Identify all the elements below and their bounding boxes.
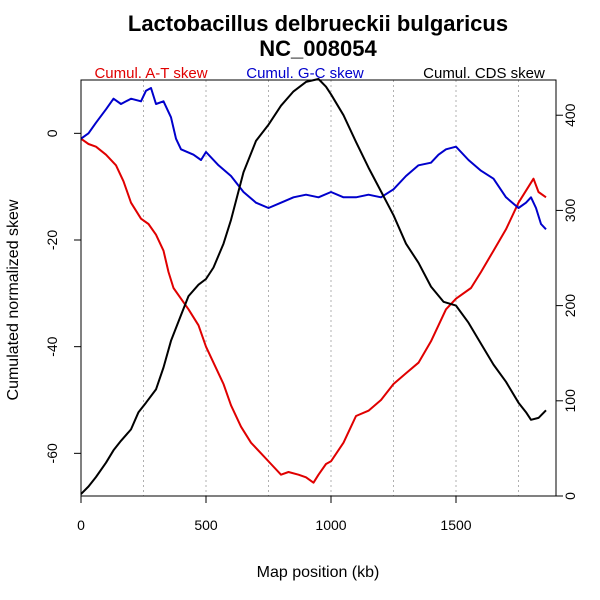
- chart-title: Lactobacillus delbrueckii bulgaricus: [128, 11, 508, 36]
- legend: Cumul. A-T skew Cumul. G-C skew Cumul. CDS…: [94, 65, 545, 82]
- x-axis: 0 500 1000 1500: [77, 495, 472, 533]
- y2-tick-label: 400: [562, 103, 578, 127]
- plot-frame: [80, 79, 557, 497]
- x-tick-label: 500: [194, 517, 218, 533]
- x-axis-title: Map position (kb): [257, 564, 380, 581]
- grid: [80, 80, 519, 496]
- x-tick-label: 1000: [315, 517, 346, 533]
- y2-tick-label: 200: [562, 294, 578, 318]
- series-group: [80, 78, 547, 495]
- legend-item-1: Cumul. G-C skew: [246, 65, 364, 82]
- series-line-0: [80, 137, 547, 484]
- y2-tick-label: 100: [562, 389, 578, 413]
- legend-item-0: Cumul. A-T skew: [94, 65, 207, 82]
- y-axis-title: Cumulated normalized skew: [5, 199, 22, 400]
- series-line-1: [80, 87, 547, 230]
- y-tick-label: 0: [44, 129, 60, 137]
- y-axis-left: -60 -40 -20 0: [44, 129, 82, 463]
- y2-tick-label: 300: [562, 199, 578, 223]
- chart-subtitle: NC_008054: [259, 36, 377, 61]
- x-tick-label: 0: [77, 517, 85, 533]
- y2-tick-label: 0: [562, 492, 578, 500]
- x-tick-label: 1500: [440, 517, 471, 533]
- series-line-2: [80, 78, 547, 495]
- y-tick-label: -20: [44, 230, 60, 250]
- y-tick-label: -60: [44, 443, 60, 463]
- y-tick-label: -40: [44, 336, 60, 356]
- legend-item-2: Cumul. CDS skew: [423, 65, 545, 82]
- y-axis-right: 0 100 200 300 400: [555, 103, 578, 500]
